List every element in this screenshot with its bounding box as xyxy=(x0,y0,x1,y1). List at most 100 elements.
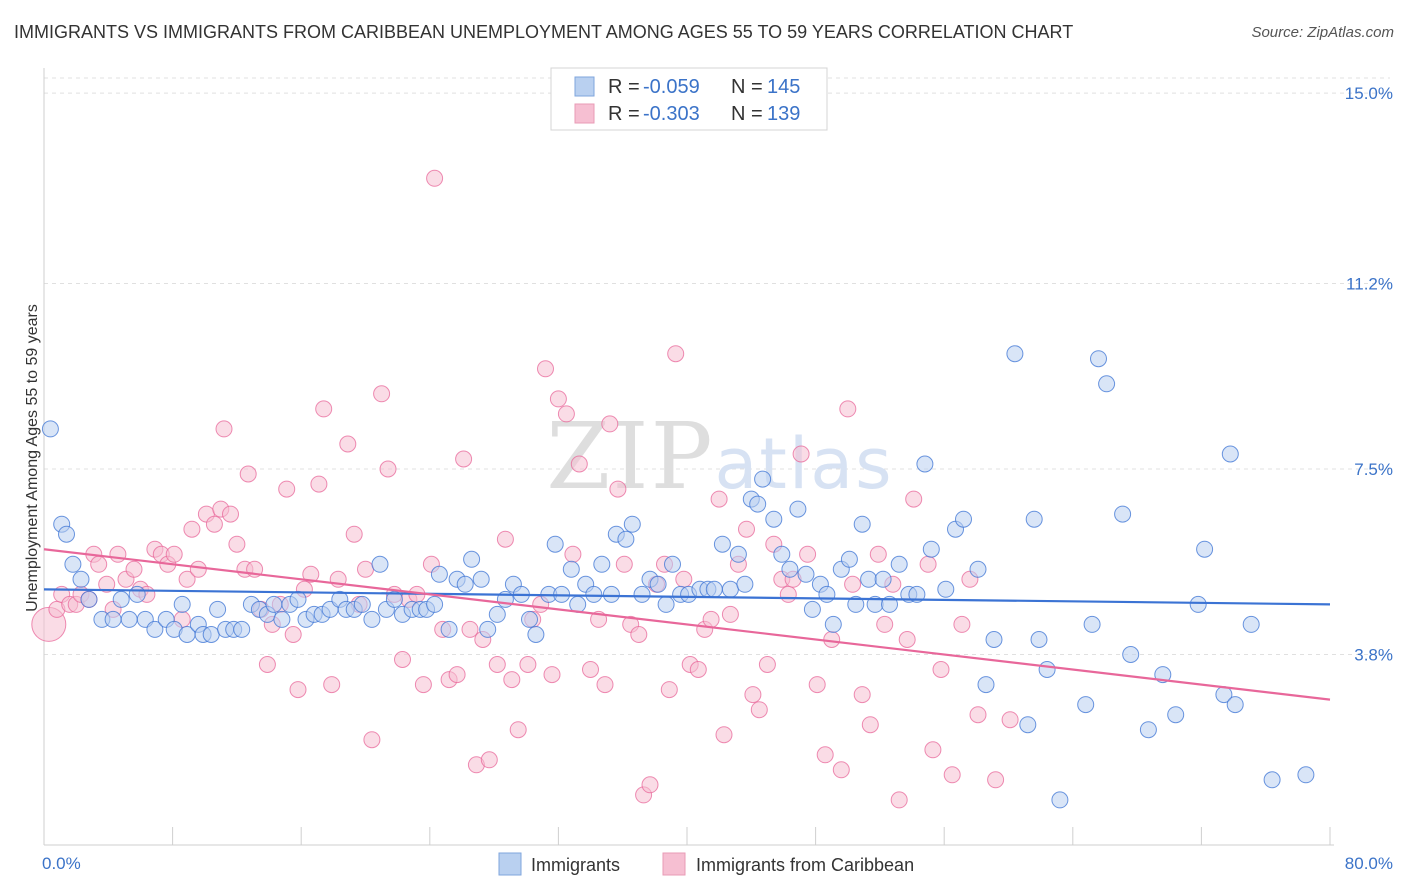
point-immigrants-48 xyxy=(430,565,448,583)
y-tick-label-1: 7.5% xyxy=(1354,460,1393,479)
point-immigrants-101 xyxy=(847,595,865,613)
point-caribbean-50 xyxy=(363,731,381,749)
point-caribbean-47 xyxy=(345,525,363,543)
point-caribbean-85 xyxy=(609,480,627,498)
trendlines xyxy=(43,548,1331,701)
point-immigrants-121 xyxy=(1030,631,1048,648)
x-ticks xyxy=(43,827,1331,845)
legend-r-value-2: -0.303 xyxy=(643,103,700,125)
point-caribbean-134 xyxy=(969,706,987,724)
point-immigrants-2 xyxy=(58,525,75,543)
series-immigrants xyxy=(41,345,1315,809)
point-immigrants-86 xyxy=(736,575,754,593)
point-caribbean-101 xyxy=(715,726,733,744)
point-caribbean-128 xyxy=(919,555,937,573)
point-caribbean-43 xyxy=(315,400,333,418)
point-caribbean-71 xyxy=(509,721,527,739)
point-immigrants-15 xyxy=(173,595,191,613)
point-caribbean-126 xyxy=(898,631,916,648)
point-caribbean-135 xyxy=(987,771,1005,789)
point-immigrants-132 xyxy=(1167,706,1185,724)
point-immigrants-98 xyxy=(824,615,842,633)
point-caribbean-99 xyxy=(702,610,720,628)
y-tick-labels: 3.8% 7.5% 11.2% 15.0% xyxy=(1345,84,1393,664)
point-immigrants-125 xyxy=(1083,615,1101,633)
legend-n-label-1: N = xyxy=(731,76,763,98)
point-immigrants-134 xyxy=(1196,540,1214,558)
point-caribbean-57 xyxy=(414,676,432,694)
bottom-legend-label-caribbean: Immigrants from Caribbean xyxy=(696,855,914,875)
point-immigrants-10 xyxy=(128,585,146,603)
point-caribbean-51 xyxy=(373,385,391,403)
point-immigrants-93 xyxy=(789,500,807,518)
point-caribbean-76 xyxy=(543,666,561,684)
y-tick-label-0: 3.8% xyxy=(1354,646,1393,665)
point-caribbean-42 xyxy=(310,475,328,493)
point-immigrants-77 xyxy=(664,555,681,573)
point-caribbean-29 xyxy=(228,535,246,553)
point-immigrants-89 xyxy=(754,470,772,488)
legend-r-label-2: R = xyxy=(608,103,640,125)
point-caribbean-75 xyxy=(537,360,554,378)
point-immigrants-51 xyxy=(456,575,474,593)
point-immigrants-28 xyxy=(273,610,291,628)
x-tick-label-min: 0.0% xyxy=(42,854,81,873)
point-immigrants-110 xyxy=(916,455,934,473)
legend-r-value-1: -0.059 xyxy=(643,76,700,98)
legend-swatch-caribbean xyxy=(574,103,595,124)
point-caribbean-131 xyxy=(943,766,961,784)
point-caribbean-118 xyxy=(839,400,857,418)
legend-swatch-immigrants xyxy=(574,76,595,97)
point-caribbean-88 xyxy=(630,626,648,643)
point-caribbean-46 xyxy=(339,435,357,453)
point-caribbean-37 xyxy=(278,480,296,498)
point-immigrants-40 xyxy=(371,555,389,573)
point-immigrants-138 xyxy=(1242,615,1260,633)
point-immigrants-68 xyxy=(593,555,611,573)
point-immigrants-54 xyxy=(479,620,497,638)
point-caribbean-120 xyxy=(853,686,871,704)
point-caribbean-62 xyxy=(448,666,466,684)
bottom-legend-swatch-immigrants xyxy=(498,852,522,876)
point-immigrants-55 xyxy=(488,605,506,623)
point-caribbean-69 xyxy=(496,530,514,548)
point-immigrants-30 xyxy=(289,590,307,608)
watermark-atlas: atlas xyxy=(715,423,894,505)
point-immigrants-59 xyxy=(521,610,538,628)
point-caribbean-86 xyxy=(615,555,633,573)
point-immigrants-23 xyxy=(233,620,251,638)
point-caribbean-44 xyxy=(323,676,341,694)
point-immigrants-3 xyxy=(64,555,82,573)
point-immigrants-128 xyxy=(1114,505,1132,523)
point-immigrants-38 xyxy=(353,595,371,613)
y-tick-label-2: 11.2% xyxy=(1346,275,1393,294)
point-immigrants-109 xyxy=(908,585,926,603)
point-immigrants-106 xyxy=(881,595,898,613)
point-immigrants-129 xyxy=(1122,646,1140,663)
point-immigrants-92 xyxy=(781,560,799,578)
point-immigrants-8 xyxy=(112,590,130,608)
point-immigrants-123 xyxy=(1051,791,1069,809)
point-immigrants-122 xyxy=(1038,661,1056,678)
point-immigrants-20 xyxy=(209,600,227,618)
point-immigrants-5 xyxy=(80,590,98,608)
correlation-legend: R = -0.059 N = 145 R = -0.303 N = 139 xyxy=(550,67,828,131)
point-immigrants-126 xyxy=(1090,350,1107,368)
point-caribbean-107 xyxy=(758,656,776,673)
point-caribbean-59 xyxy=(426,169,444,187)
point-caribbean-70 xyxy=(503,671,521,689)
y-axis-label: Unemployment Among Ages 55 to 59 years xyxy=(24,304,41,612)
point-immigrants-67 xyxy=(585,585,603,603)
point-caribbean-102 xyxy=(721,605,739,623)
y-tick-label-3: 15.0% xyxy=(1345,84,1393,103)
point-immigrants-91 xyxy=(773,545,791,563)
point-immigrants-95 xyxy=(803,600,821,618)
series-legend: Immigrants Immigrants from Caribbean xyxy=(498,852,914,876)
legend-box xyxy=(550,67,828,131)
point-caribbean-119 xyxy=(844,575,862,593)
axes xyxy=(43,68,1334,846)
point-caribbean-127 xyxy=(905,490,923,508)
point-immigrants-117 xyxy=(985,631,1003,648)
point-caribbean-132 xyxy=(953,615,971,633)
point-immigrants-71 xyxy=(617,530,635,548)
